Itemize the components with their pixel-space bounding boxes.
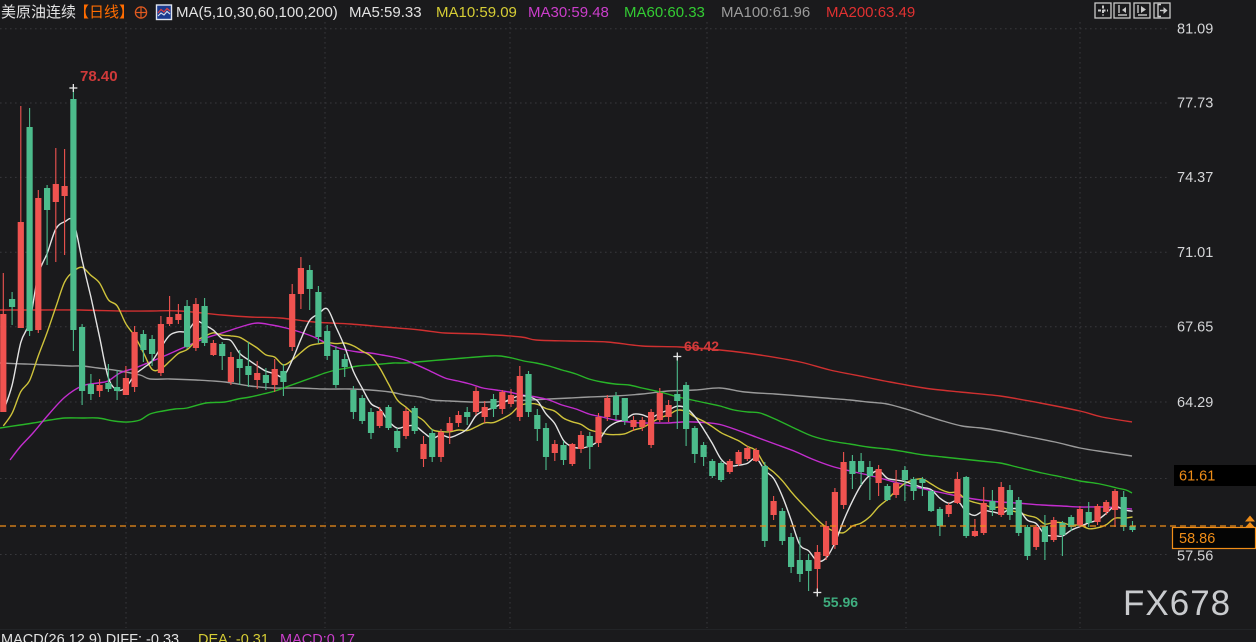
svg-text:FX678: FX678 [1123, 584, 1231, 623]
svg-text:74.37: 74.37 [1177, 170, 1213, 186]
svg-text:77.73: 77.73 [1177, 96, 1213, 112]
svg-text:MA200:63.49: MA200:63.49 [826, 4, 915, 21]
svg-text:67.65: 67.65 [1177, 320, 1213, 336]
svg-text:66.42: 66.42 [684, 338, 719, 354]
svg-text:DEA: -0.31: DEA: -0.31 [198, 632, 269, 642]
svg-text:61.61: 61.61 [1179, 469, 1215, 485]
svg-text:MACD(26,12,9) DIFF: -0.33: MACD(26,12,9) DIFF: -0.33 [1, 632, 179, 642]
svg-text:【日线】: 【日线】 [74, 4, 134, 21]
svg-text:MA60:60.33: MA60:60.33 [624, 4, 705, 21]
svg-text:81.09: 81.09 [1177, 22, 1213, 38]
svg-text:55.96: 55.96 [823, 594, 858, 610]
svg-text:MACD:0.17: MACD:0.17 [280, 632, 355, 642]
svg-text:78.40: 78.40 [80, 68, 118, 85]
svg-text:MA(5,10,30,60,100,200): MA(5,10,30,60,100,200) [176, 4, 338, 21]
svg-text:MA10:59.09: MA10:59.09 [436, 4, 517, 21]
svg-text:71.01: 71.01 [1177, 245, 1213, 261]
svg-text:MA30:59.48: MA30:59.48 [528, 4, 609, 21]
svg-text:57.56: 57.56 [1177, 549, 1213, 565]
svg-text:MA100:61.96: MA100:61.96 [721, 4, 810, 21]
svg-text:58.86: 58.86 [1179, 531, 1215, 547]
svg-text:MA5:59.33: MA5:59.33 [349, 4, 422, 21]
svg-text:美原油连续: 美原油连续 [1, 4, 76, 21]
svg-text:64.29: 64.29 [1177, 395, 1213, 411]
